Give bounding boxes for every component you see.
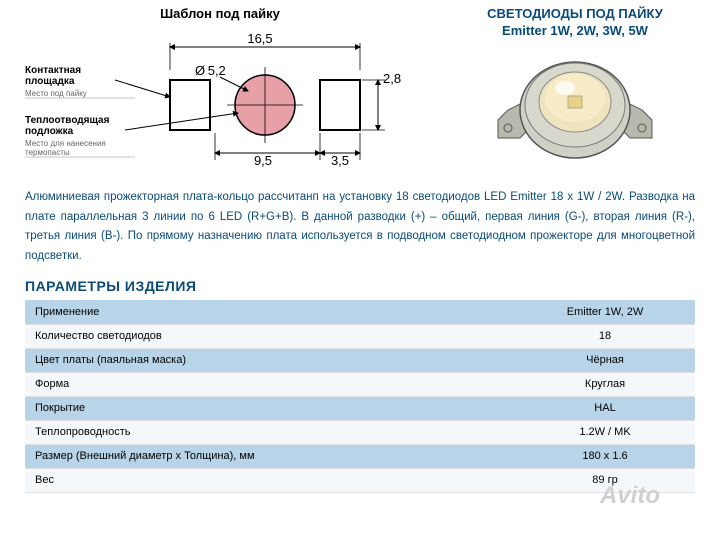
param-key: Размер (Внешний диаметр х Толщина), мм xyxy=(25,444,515,468)
param-value: Чёрная xyxy=(515,348,695,372)
param-key: Применение xyxy=(25,300,515,324)
dim-diameter: Ø 5,2 xyxy=(195,63,226,78)
led-emitter-svg xyxy=(490,40,660,170)
svg-text:термопасты: термопасты xyxy=(25,148,70,157)
product-title-l2: Emitter 1W, 2W, 3W, 5W xyxy=(502,23,648,38)
section-title: ПАРАМЕТРЫ ИЗДЕЛИЯ xyxy=(0,274,720,300)
param-key: Количество светодиодов xyxy=(25,324,515,348)
svg-text:Контактная: Контактная xyxy=(25,65,81,76)
table-row: Вес89 гр xyxy=(25,468,695,492)
description-text: Алюминиевая прожекторная плата-кольцо ра… xyxy=(0,184,720,274)
table-row: ФормаКруглая xyxy=(25,372,695,396)
product-title-l1: СВЕТОДИОДЫ ПОД ПАЙКУ xyxy=(487,6,663,21)
dim-padw: 3,5 xyxy=(331,153,349,168)
solder-template-svg: 16,5 Ø 5,2 9,5 3,5 2,8 Контакт xyxy=(20,25,420,175)
table-row: Количество светодиодов18 xyxy=(25,324,695,348)
param-value: Круглая xyxy=(515,372,695,396)
solder-template-block: Шаблон под пайку 16,5 Ø 5,2 xyxy=(20,6,420,180)
params-table: ПрименениеEmitter 1W, 2WКоличество свето… xyxy=(25,300,695,493)
product-title: СВЕТОДИОДЫ ПОД ПАЙКУ Emitter 1W, 2W, 3W,… xyxy=(450,6,700,40)
svg-text:площадка: площадка xyxy=(25,76,75,87)
table-row: Теплопроводность1.2W / MK xyxy=(25,420,695,444)
param-key: Вес xyxy=(25,468,515,492)
param-value: 180 x 1.6 xyxy=(515,444,695,468)
diagram-title: Шаблон под пайку xyxy=(20,6,420,21)
param-key: Форма xyxy=(25,372,515,396)
table-row: Цвет платы (паяльная маска)Чёрная xyxy=(25,348,695,372)
svg-text:Место под пайку: Место под пайку xyxy=(25,89,87,98)
param-key: Цвет платы (паяльная маска) xyxy=(25,348,515,372)
svg-text:подложка: подложка xyxy=(25,126,74,137)
param-value: Emitter 1W, 2W xyxy=(515,300,695,324)
param-value: 18 xyxy=(515,324,695,348)
param-key: Покрытие xyxy=(25,396,515,420)
dim-padh: 2,8 xyxy=(383,71,401,86)
param-value: HAL xyxy=(515,396,695,420)
watermark: Avito xyxy=(600,482,660,510)
table-row: Размер (Внешний диаметр х Толщина), мм18… xyxy=(25,444,695,468)
param-value: 1.2W / MK xyxy=(515,420,695,444)
top-diagrams: Шаблон под пайку 16,5 Ø 5,2 xyxy=(0,0,720,184)
table-row: ПрименениеEmitter 1W, 2W xyxy=(25,300,695,324)
table-row: ПокрытиеHAL xyxy=(25,396,695,420)
led-product-block: СВЕТОДИОДЫ ПОД ПАЙКУ Emitter 1W, 2W, 3W,… xyxy=(450,6,700,180)
dim-width: 16,5 xyxy=(247,31,272,46)
dim-gap: 9,5 xyxy=(254,153,272,168)
svg-text:Теплоотводящая: Теплоотводящая xyxy=(25,115,110,126)
svg-text:Место для нанесения: Место для нанесения xyxy=(25,139,106,148)
param-key: Теплопроводность xyxy=(25,420,515,444)
